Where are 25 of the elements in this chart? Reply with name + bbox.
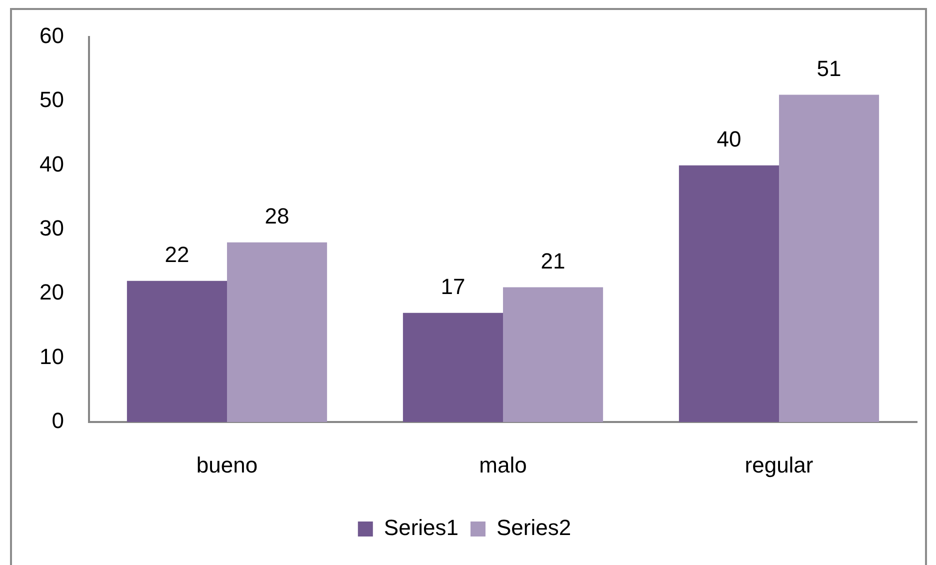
bar xyxy=(402,312,503,422)
y-tick-label: 30 xyxy=(40,216,64,241)
y-tick-label: 20 xyxy=(40,280,64,305)
bar xyxy=(227,242,328,422)
legend-label: Series2 xyxy=(496,515,572,540)
data-label: 51 xyxy=(816,56,842,81)
bar xyxy=(678,165,779,422)
data-label: 28 xyxy=(264,203,290,228)
bar xyxy=(503,287,604,422)
data-label: 17 xyxy=(440,274,466,299)
y-tick-label: 60 xyxy=(40,23,64,48)
y-tick-label: 0 xyxy=(52,408,64,434)
x-tick-label: bueno xyxy=(196,452,258,478)
y-tick-label: 50 xyxy=(40,87,64,112)
bar xyxy=(779,94,880,422)
bar xyxy=(126,280,227,422)
y-tick-label: 40 xyxy=(40,151,64,176)
legend-label: Series1 xyxy=(384,515,458,540)
data-label: 21 xyxy=(540,248,566,274)
data-label: 22 xyxy=(164,242,190,267)
x-tick-label: malo xyxy=(479,452,527,478)
y-tick-label: 10 xyxy=(40,344,64,369)
chart-frame: Series1 Series2 bueno malo regular 0 10 20 30 40 50 60 22 17 40 28 21 51 xyxy=(10,8,927,565)
data-label: 40 xyxy=(716,126,742,152)
x-tick-label: regular xyxy=(744,452,814,478)
